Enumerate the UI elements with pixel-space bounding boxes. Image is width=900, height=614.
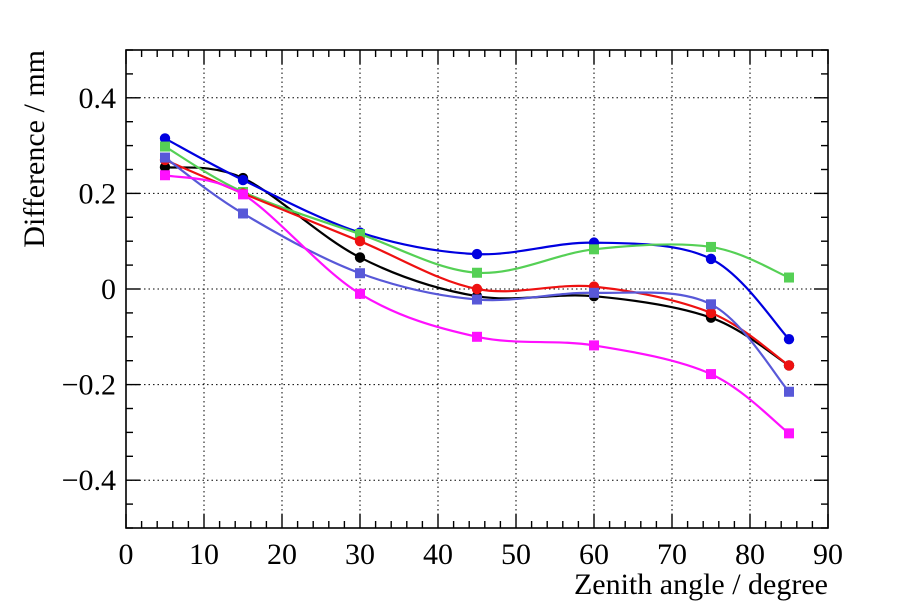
data-point-square xyxy=(706,369,716,380)
series-magenta-squares xyxy=(160,170,794,439)
series-green-squares xyxy=(160,141,794,283)
data-point-square xyxy=(784,272,794,283)
series-line xyxy=(164,137,790,340)
data-point-square xyxy=(160,170,170,181)
data-point-circle xyxy=(159,161,171,173)
data-point-square xyxy=(238,189,248,200)
series-blue-circles xyxy=(159,133,795,345)
data-point-circle xyxy=(705,307,717,319)
x-tick-label: 60 xyxy=(579,538,609,571)
data-point-square xyxy=(355,229,365,240)
x-tick-label: 50 xyxy=(501,538,531,571)
data-point-circle xyxy=(471,283,483,295)
x-tick-label: 10 xyxy=(189,538,219,571)
axis-ticks xyxy=(125,49,829,529)
data-point-square xyxy=(238,208,248,219)
x-tick-label: 70 xyxy=(657,538,687,571)
data-point-circle xyxy=(354,236,366,247)
series-layer xyxy=(159,133,795,439)
x-tick-label: 40 xyxy=(423,538,453,571)
data-point-square xyxy=(589,244,599,255)
x-axis-title: Zenith angle / degree xyxy=(574,568,828,601)
y-axis-title: Difference / mm xyxy=(18,50,51,248)
data-point-square xyxy=(472,267,482,278)
data-point-square xyxy=(589,287,599,298)
x-tick-label: 80 xyxy=(735,538,765,571)
data-point-square xyxy=(784,428,794,439)
data-point-square xyxy=(160,141,170,152)
data-point-square xyxy=(472,294,482,305)
y-tick-label: 0 xyxy=(101,273,116,306)
tick-labels: 0 10 20 30 40 50 60 70 80 90 −0.4 −0.2 0 0.2 0.4 xyxy=(62,82,843,571)
data-point-square xyxy=(472,331,482,342)
x-tick-label: 90 xyxy=(813,538,843,571)
data-point-square xyxy=(160,152,170,163)
data-point-square xyxy=(355,268,365,279)
data-point-circle xyxy=(705,253,717,265)
data-point-circle xyxy=(783,333,795,345)
data-point-square xyxy=(706,241,716,252)
data-point-square xyxy=(355,288,365,299)
data-point-circle xyxy=(159,133,171,144)
data-point-circle xyxy=(783,360,795,371)
x-tick-label: 20 xyxy=(267,538,297,571)
y-tick-label: −0.2 xyxy=(62,369,116,402)
x-tick-label: 0 xyxy=(119,538,134,571)
data-point-square xyxy=(589,340,599,351)
data-point-square xyxy=(706,299,716,310)
data-point-square xyxy=(784,386,794,397)
y-tick-label: 0.4 xyxy=(79,82,117,115)
data-point-circle xyxy=(237,174,249,186)
y-tick-label: −0.4 xyxy=(62,464,116,497)
x-tick-label: 30 xyxy=(345,538,375,571)
series-purple-squares xyxy=(160,152,794,397)
data-point-circle xyxy=(354,252,366,263)
y-tick-label: 0.2 xyxy=(79,177,117,210)
data-point-circle xyxy=(471,248,483,260)
